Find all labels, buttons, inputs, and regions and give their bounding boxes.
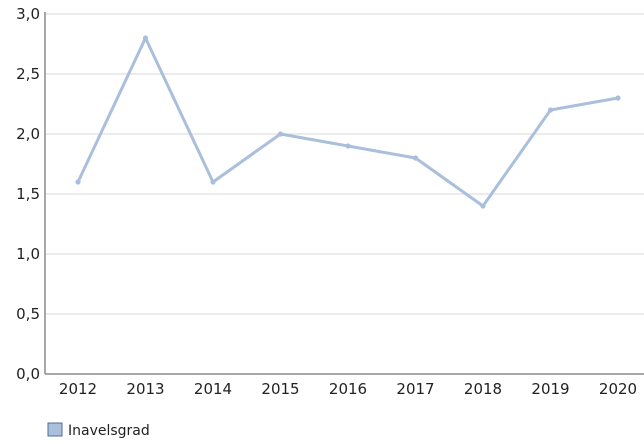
legend-label: Inavelsgrad (68, 423, 150, 439)
x-tick-label: 2012 (59, 380, 97, 398)
x-tick-label: 2016 (329, 380, 367, 398)
y-tick-label: 1,0 (16, 245, 40, 263)
x-tick-label: 2018 (464, 380, 502, 398)
x-tick-label: 2019 (531, 380, 569, 398)
y-tick-label: 1,5 (16, 185, 40, 203)
data-point (142, 35, 149, 41)
x-tick-labels: 2012 2013 2014 2015 2016 2017 2018 2019 2020 (59, 380, 637, 398)
data-point (412, 155, 419, 161)
x-tick-label: 2017 (396, 380, 434, 398)
y-tick-label: 0,0 (16, 365, 40, 383)
data-point (547, 107, 554, 113)
data-point (277, 131, 284, 137)
x-tick-label: 2020 (599, 380, 637, 398)
series-layer (75, 35, 621, 209)
y-tick-label: 3,0 (16, 5, 40, 23)
y-tick-label: 2,0 (16, 125, 40, 143)
y-tick-label: 2,5 (16, 65, 40, 83)
y-tick-label: 0,5 (16, 305, 40, 323)
legend: Inavelsgrad (47, 422, 150, 439)
data-point (345, 143, 351, 149)
x-tick-label: 2015 (261, 380, 299, 398)
data-point (75, 179, 81, 185)
series-line (76, 36, 620, 208)
axes (44, 12, 644, 375)
data-point (210, 179, 216, 185)
x-tick-label: 2014 (194, 380, 232, 398)
x-tick-label: 2013 (126, 380, 164, 398)
y-tick-labels: 0,0 0,5 1,0 1,5 2,0 2,5 3,0 (16, 5, 40, 383)
data-point (615, 95, 621, 101)
data-point (480, 203, 486, 209)
legend-swatch (47, 422, 63, 437)
gridlines (45, 13, 644, 315)
